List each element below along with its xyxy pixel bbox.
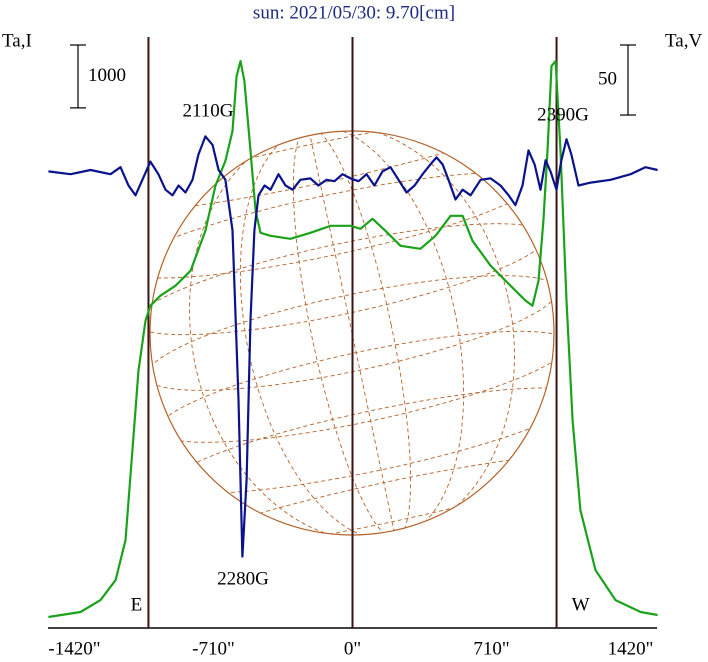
limb-label: E — [131, 594, 143, 615]
scale-bar-label: 50 — [598, 68, 617, 89]
limb-label: W — [572, 594, 590, 615]
x-tick-label: 710" — [473, 638, 509, 659]
chart-title: sun: 2021/05/30: 9.70[cm] — [253, 2, 455, 23]
x-tick-label: 0" — [344, 638, 361, 659]
series-line — [48, 60, 658, 619]
x-tick-label: -710" — [192, 638, 235, 659]
y2-axis-label: Ta,V — [665, 30, 702, 51]
y-axis-label: Ta,I — [2, 30, 32, 51]
series-line — [48, 135, 658, 558]
scale-bar-label: 1000 — [88, 65, 126, 86]
x-tick-label: -1420" — [48, 638, 100, 659]
annotation: 2110G — [182, 100, 233, 121]
annotation: 2280G — [217, 568, 269, 589]
annotation: 2390G — [537, 104, 589, 125]
x-tick-label: 1420" — [608, 638, 654, 659]
